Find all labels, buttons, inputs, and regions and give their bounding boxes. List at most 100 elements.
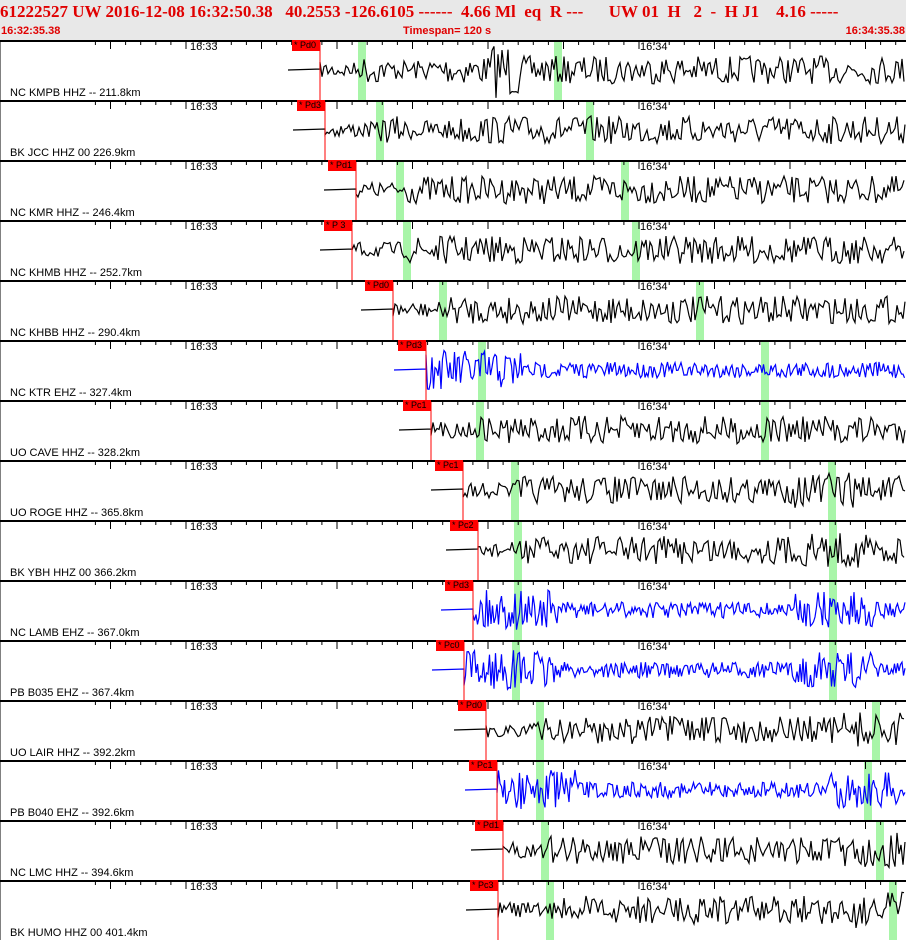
seismogram xyxy=(0,820,906,880)
trace-row[interactable]: 16:33 16:34 * Pc0 PB B035 EHZ -- 367.4km xyxy=(0,640,906,700)
s-phase-marker xyxy=(514,520,522,580)
pick-label[interactable]: * Pc1 xyxy=(403,400,431,411)
s-phase-marker xyxy=(541,820,549,880)
station-label: UO LAIR HHZ -- 392.2km xyxy=(10,747,136,759)
s-phase-marker xyxy=(478,340,486,400)
s-phase-marker xyxy=(829,640,837,700)
time-label: 16:34 xyxy=(640,101,668,113)
time-label: 16:33 xyxy=(190,521,218,533)
station-label: BK JCC HHZ 00 226.9km xyxy=(10,147,136,159)
waveform xyxy=(287,46,905,98)
station-label: NC KMPB HHZ -- 211.8km xyxy=(10,87,141,99)
waveform xyxy=(445,533,905,569)
pick-label[interactable]: * Pc3 xyxy=(470,880,498,891)
time-label: 16:33 xyxy=(190,41,218,53)
s-phase-marker xyxy=(829,580,837,640)
seismogram xyxy=(0,880,906,940)
end-time: 16:34:35.38 xyxy=(845,25,905,37)
s-phase-marker xyxy=(621,160,629,220)
pick-label[interactable]: * Pd1 xyxy=(328,160,356,171)
s-phase-marker xyxy=(511,460,519,520)
waveform xyxy=(319,234,905,266)
s-phase-marker xyxy=(889,880,897,940)
pick-label[interactable]: * Pc1 xyxy=(469,760,497,771)
time-label: 16:33 xyxy=(190,821,218,833)
s-phase-marker xyxy=(632,220,640,280)
trace-row[interactable]: 16:33 16:34 * Pd1 NC KMR HHZ -- 246.4km xyxy=(0,160,906,220)
pick-label[interactable]: * Pd0 xyxy=(292,40,320,51)
seismogram xyxy=(0,340,906,400)
time-label: 16:34 xyxy=(640,821,668,833)
trace-row[interactable]: 16:33 16:34 * Pd3 NC KTR EHZ -- 327.4km xyxy=(0,340,906,400)
trace-row[interactable]: 16:33 16:34 * Pd0 UO LAIR HHZ -- 392.2km xyxy=(0,700,906,760)
timespan: Timespan= 120 s xyxy=(403,25,492,37)
time-label: 16:34 xyxy=(640,221,668,233)
time-label: 16:34 xyxy=(640,41,668,53)
time-label: 16:34 xyxy=(640,641,668,653)
pick-label[interactable]: * Pd0 xyxy=(458,700,486,711)
station-label: UO ROGE HHZ -- 365.8km xyxy=(10,507,144,519)
pick-label[interactable]: * P 3 xyxy=(324,220,352,231)
s-phase-marker xyxy=(586,100,594,160)
trace-row[interactable]: 16:33 16:34 * Pd0 NC KMPB HHZ -- 211.8km xyxy=(0,40,906,100)
waveform xyxy=(440,588,906,631)
trace-row[interactable]: 16:33 16:34 * Pc1 UO ROGE HHZ -- 365.8km xyxy=(0,460,906,520)
pick-label[interactable]: * Pc1 xyxy=(435,460,463,471)
waveform xyxy=(398,413,906,445)
waveform xyxy=(453,712,905,747)
s-phase-marker xyxy=(876,820,884,880)
s-phase-marker xyxy=(761,400,769,460)
s-phase-marker xyxy=(829,520,837,580)
trace-row[interactable]: 16:33 16:34 * P 3 NC KHMB HHZ -- 252.7km xyxy=(0,220,906,280)
trace-row[interactable]: 16:33 16:34 * Pc1 UO CAVE HHZ -- 328.2km xyxy=(0,400,906,460)
trace-row[interactable]: 16:33 16:34 * Pd1 NC LMC HHZ -- 394.6km xyxy=(0,820,906,880)
s-phase-marker xyxy=(439,280,447,340)
station-label: PB B035 EHZ -- 367.4km xyxy=(10,687,135,699)
time-label: 16:33 xyxy=(190,221,218,233)
time-label: 16:33 xyxy=(190,281,218,293)
station-label: BK HUMO HHZ 00 401.4km xyxy=(10,927,148,939)
s-phase-marker xyxy=(514,580,522,640)
waveform xyxy=(323,174,905,206)
seismogram xyxy=(0,280,906,340)
s-phase-marker xyxy=(554,40,562,100)
time-label: 16:33 xyxy=(190,881,218,893)
s-phase-marker xyxy=(696,280,704,340)
pick-label[interactable]: * Pc0 xyxy=(436,640,464,651)
time-label: 16:33 xyxy=(190,461,218,473)
pick-label[interactable]: * Pc2 xyxy=(450,520,478,531)
seismogram xyxy=(0,700,906,760)
event-title: 61222527 UW 2016-12-08 16:32:50.38 40.25… xyxy=(0,2,839,21)
time-label: 16:34 xyxy=(640,881,668,893)
trace-row[interactable]: 16:33 16:34 * Pc1 PB B040 EHZ -- 392.6km xyxy=(0,760,906,820)
station-label: NC KTR EHZ -- 327.4km xyxy=(10,387,132,399)
trace-row[interactable]: 16:33 16:34 * Pd3 BK JCC HHZ 00 226.9km xyxy=(0,100,906,160)
time-label: 16:33 xyxy=(190,401,218,413)
pick-label[interactable]: * Pd3 xyxy=(445,580,473,591)
pick-label[interactable]: * Pd3 xyxy=(398,340,426,351)
waveform xyxy=(464,769,906,810)
pick-label[interactable]: * Pd3 xyxy=(297,100,325,111)
waveform xyxy=(431,648,906,691)
pick-label[interactable]: * Pd1 xyxy=(475,820,503,831)
trace-row[interactable]: 16:33 16:34 * Pc3 BK HUMO HHZ 00 401.4km xyxy=(0,880,906,940)
time-label: 16:34 xyxy=(640,521,668,533)
s-phase-marker xyxy=(403,220,411,280)
waveform xyxy=(430,471,906,508)
s-phase-marker xyxy=(358,40,366,100)
station-label: BK YBH HHZ 00 366.2km xyxy=(10,567,137,579)
seismogram xyxy=(0,160,906,220)
station-label: NC LAMB EHZ -- 367.0km xyxy=(10,627,140,639)
station-label: NC KMR HHZ -- 246.4km xyxy=(10,207,135,219)
station-label: UO CAVE HHZ -- 328.2km xyxy=(10,447,140,459)
time-label: 16:34 xyxy=(640,461,668,473)
time-label: 16:33 xyxy=(190,581,218,593)
time-label: 16:33 xyxy=(190,761,218,773)
seismogram xyxy=(0,40,906,100)
pick-label[interactable]: * Pd0 xyxy=(365,280,393,291)
trace-row[interactable]: 16:33 16:34 * Pd3 NC LAMB EHZ -- 367.0km xyxy=(0,580,906,640)
s-phase-marker xyxy=(546,880,554,940)
trace-row[interactable]: 16:33 16:34 * Pc2 BK YBH HHZ 00 366.2km xyxy=(0,520,906,580)
trace-row[interactable]: 16:33 16:34 * Pd0 NC KHBB HHZ -- 290.4km xyxy=(0,280,906,340)
time-label: 16:34 xyxy=(640,341,668,353)
